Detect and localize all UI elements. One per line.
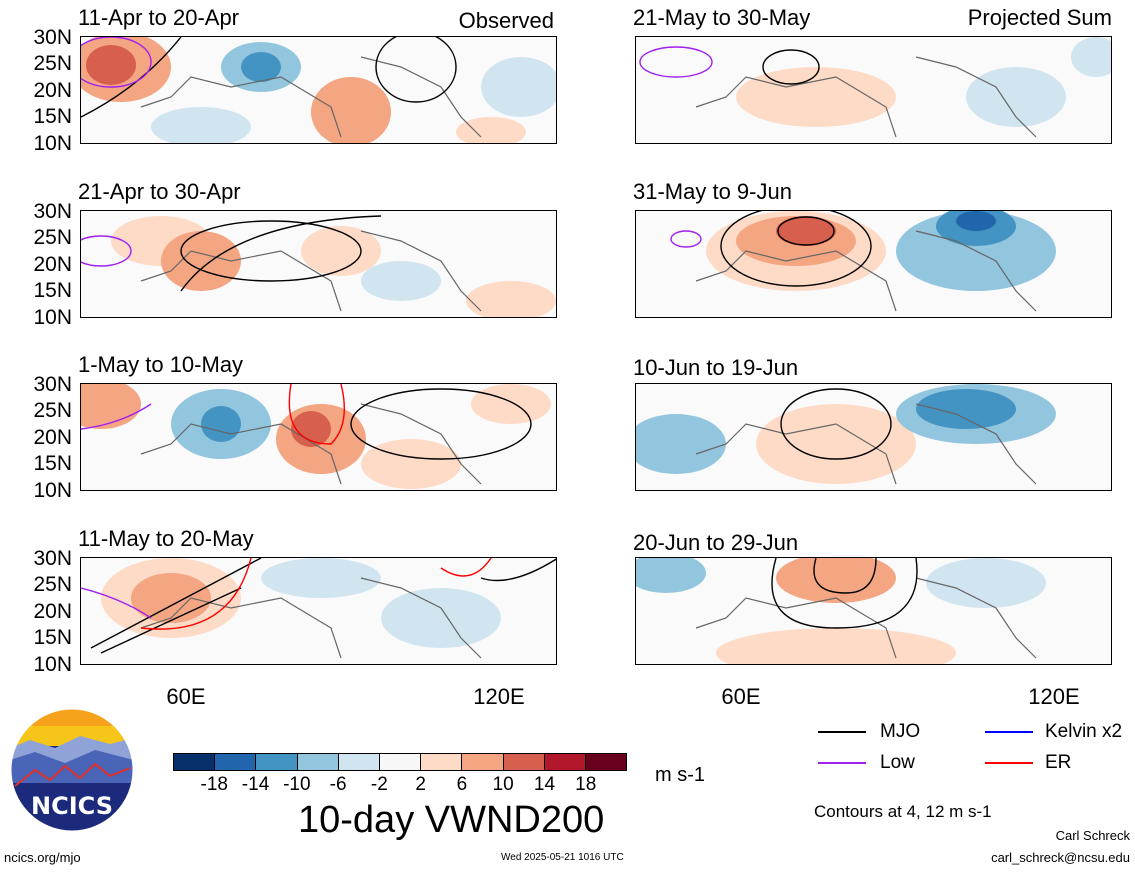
colorbar-tick-label: -2 <box>370 774 388 795</box>
colorbar-tick-label: -18 <box>200 774 228 795</box>
lon-label: 120E <box>1028 684 1080 709</box>
colorbar-tick-label: 14 <box>533 774 556 795</box>
colorbar-swatch <box>543 754 585 770</box>
panel-label-projected: Projected Sum <box>967 5 1112 30</box>
map-field <box>636 384 1056 485</box>
colorbar-swatches <box>173 753 627 771</box>
colorbar-swatch <box>174 754 215 770</box>
lat-label: 10N <box>33 653 72 676</box>
logo-text: NCICS <box>31 792 113 820</box>
lat-label: 25N <box>33 573 72 596</box>
map-panel <box>80 557 557 665</box>
map-panel <box>635 36 1112 144</box>
legend-line-er <box>985 762 1033 764</box>
map-field <box>670 211 1056 312</box>
lat-label: 30N <box>33 547 72 570</box>
colorbar-swatch <box>337 754 379 770</box>
lat-label: 25N <box>33 226 72 249</box>
main-title: 10-day VWND200 <box>298 799 605 841</box>
map-panel <box>635 383 1112 491</box>
footer-timestamp: Wed 2025-05-21 1016 UTC <box>501 852 624 863</box>
ncics-logo-image <box>10 708 134 832</box>
contours-note: Contours at 4, 12 m s-1 <box>814 802 992 821</box>
map-panel <box>635 210 1112 318</box>
lat-label: 15N <box>33 105 72 128</box>
legend-label-er: ER <box>1045 752 1072 773</box>
colorbar-swatch <box>420 754 462 770</box>
colorbar-tick-label: 2 <box>415 774 426 795</box>
lat-label: 20N <box>33 426 72 449</box>
legend-label-mjo: MJO <box>880 721 921 742</box>
map-field <box>81 558 556 659</box>
lat-label: 20N <box>33 600 72 623</box>
colorbar <box>173 753 627 771</box>
lat-label: 30N <box>33 200 72 223</box>
panel-title: 10-Jun to 19-Jun <box>633 355 799 380</box>
lon-label: 120E <box>473 684 525 709</box>
colorbar-swatch <box>502 754 544 770</box>
colorbar-tick-label: 6 <box>456 774 468 795</box>
footer-author: Carl Schreck <box>1055 828 1130 843</box>
map-field <box>639 37 1111 138</box>
lat-label: 20N <box>33 79 72 102</box>
colorbar-swatch <box>296 754 338 770</box>
colorbar-swatch <box>378 754 421 770</box>
colorbar-tick-label: -14 <box>241 774 270 795</box>
map-panel <box>80 210 557 318</box>
colorbar-swatch <box>214 754 256 770</box>
lat-label: 25N <box>33 399 72 422</box>
colorbar-tick-label: -6 <box>329 774 347 795</box>
lat-label: 30N <box>33 373 72 396</box>
lat-label: 25N <box>33 52 72 75</box>
legend-label-kelvin: Kelvin x2 <box>1045 721 1123 742</box>
colorbar-tick-label: 18 <box>575 774 597 795</box>
panel-label-observed: Observed <box>458 8 554 33</box>
panel-title: 11-May to 20-May <box>78 526 254 551</box>
lat-label: 15N <box>33 279 72 302</box>
footer-url[interactable]: ncics.org/mjo <box>4 850 81 865</box>
lon-label: 60E <box>721 684 761 709</box>
map-field <box>636 558 1046 664</box>
map-panel <box>80 383 557 491</box>
lat-label: 15N <box>33 452 72 475</box>
panel-title: 21-May to 30-May <box>633 5 811 30</box>
lat-label: 15N <box>33 626 72 649</box>
colorbar-tick-label: 10 <box>492 774 514 795</box>
footer-email[interactable]: carl_schreck@ncsu.edu <box>991 850 1130 865</box>
lat-label: 30N <box>33 26 72 49</box>
map-field <box>81 37 556 143</box>
legend-line-low <box>818 762 866 764</box>
colorbar-swatch <box>255 754 297 770</box>
panel-title: 31-May to 9-Jun <box>633 179 792 204</box>
map-panel <box>80 36 557 144</box>
legend-line-kelvin <box>985 731 1033 733</box>
map-field <box>81 215 556 317</box>
map-field <box>81 384 551 489</box>
colorbar-swatch <box>584 754 627 770</box>
map-panel <box>635 557 1112 665</box>
lat-label: 20N <box>33 253 72 276</box>
colorbar-tick-label: -10 <box>283 774 311 795</box>
lon-label: 60E <box>166 684 206 709</box>
colorbar-units: m s-1 <box>655 764 705 786</box>
panel-title: 1-May to 10-May <box>78 352 244 377</box>
panel-title: 20-Jun to 29-Jun <box>633 530 799 555</box>
legend-line-mjo <box>818 731 866 733</box>
ncics-logo: NCICS <box>10 708 134 832</box>
panel-title: 21-Apr to 30-Apr <box>78 179 241 204</box>
lat-label: 10N <box>33 306 72 329</box>
panel-title: 11-Apr to 20-Apr <box>78 5 240 30</box>
lat-label: 10N <box>33 479 72 502</box>
legend-label-low: Low <box>880 752 915 773</box>
lat-label: 10N <box>33 132 72 155</box>
colorbar-swatch <box>461 754 503 770</box>
